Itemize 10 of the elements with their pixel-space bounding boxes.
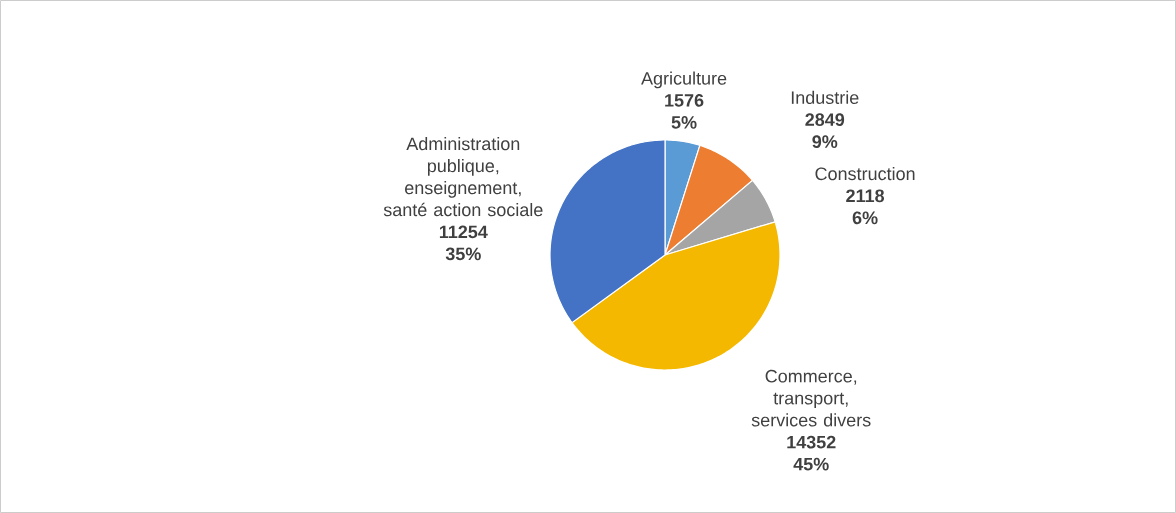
slice-label: Administration publique, enseignement, santé action sociale xyxy=(383,137,543,217)
slice-label: Commerce, transport, services divers xyxy=(751,369,871,427)
data-label: 2118 6% xyxy=(846,189,885,225)
data-label: 1576 5% xyxy=(665,94,704,129)
data-label: 14352 45% xyxy=(787,435,836,471)
data-label: 11254 35% xyxy=(439,225,488,261)
slice-label: Construction xyxy=(815,166,915,181)
slice-label: Industrie xyxy=(791,90,859,105)
slice-label: Agriculture xyxy=(641,71,727,89)
data-label: 2849 9% xyxy=(805,113,845,149)
